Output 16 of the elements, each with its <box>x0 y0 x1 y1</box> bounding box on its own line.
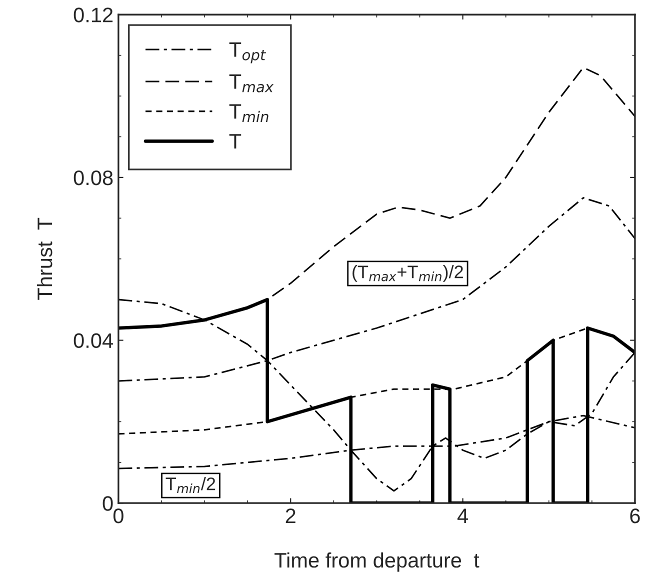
annotation: (T$_{max}$+T$_{min}$)/2 <box>352 265 463 282</box>
y-tick-label: 0 <box>102 496 113 511</box>
x-tick-label: 6 <box>630 508 640 524</box>
x-tick-label: 4 <box>457 508 468 524</box>
legend-label: T <box>229 134 242 148</box>
y-tick-label: 0.12 <box>74 8 113 22</box>
y-axis-title: Thrust T <box>36 218 52 300</box>
legend-label: T$_{opt}$ <box>229 42 266 64</box>
y-tick-label: 0.08 <box>74 170 113 186</box>
y-tick-label: 0.04 <box>74 333 113 348</box>
annotation: T$_{min}$/2 <box>166 477 216 494</box>
legend-label: T$_{min}$ <box>229 104 268 122</box>
legend-label: T$_{max}$ <box>229 74 274 92</box>
x-tick-label: 0 <box>113 508 124 524</box>
x-axis-title: Time from departure t <box>274 552 480 572</box>
x-tick-label: 2 <box>286 508 296 524</box>
